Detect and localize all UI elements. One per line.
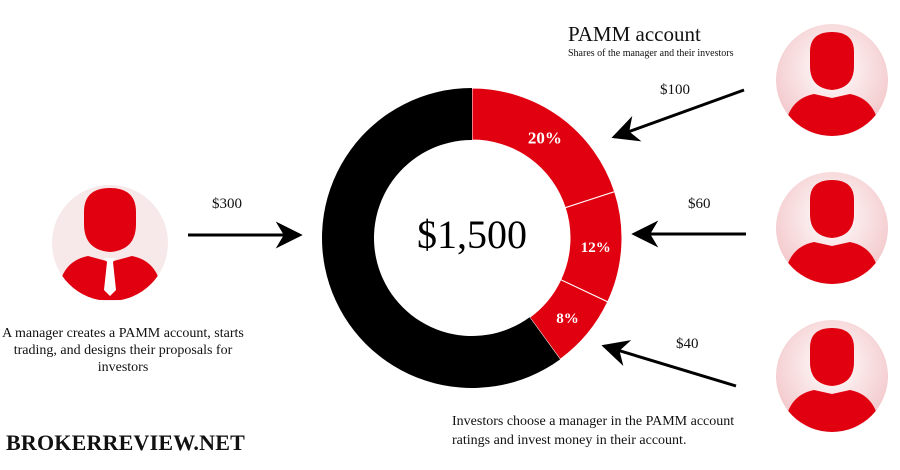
share-label: 20% (528, 129, 562, 148)
investor-arrow-3 (601, 340, 737, 388)
total-amount: $1,500 (417, 212, 527, 257)
watermark: BROKERREVIEW.NET (6, 430, 245, 455)
person-icon (58, 188, 162, 300)
investor-avatar-2 (776, 172, 888, 284)
investor-caption: Investors choose a manager in the PAMM a… (452, 414, 735, 448)
person-icon (784, 32, 880, 136)
donut-chart: 20% 12% 8% (321, 87, 623, 388)
investor-amount-3: $40 (676, 336, 699, 352)
person-icon (784, 328, 880, 432)
investor-avatar-1 (776, 24, 888, 136)
manager-amount: $300 (212, 196, 242, 212)
page-subtitle: Shares of the manager and their investor… (568, 48, 734, 59)
donut-slice-manager (321, 88, 561, 388)
person-icon (784, 180, 880, 284)
share-label: 8% (556, 311, 579, 327)
investor-arrow-1 (611, 88, 745, 142)
share-label: 12% (581, 240, 611, 256)
investor-amount-1: $100 (660, 82, 690, 98)
manager-caption: A manager creates a PAMM account, starts… (2, 326, 244, 375)
investor-avatar-3 (776, 320, 888, 432)
investor-amount-2: $60 (688, 196, 711, 212)
manager-avatar (52, 185, 168, 301)
donut-slice-investor-1 (471, 87, 616, 209)
page-title: PAMM account (568, 22, 701, 46)
donut-slice-investor-3 (528, 279, 609, 361)
